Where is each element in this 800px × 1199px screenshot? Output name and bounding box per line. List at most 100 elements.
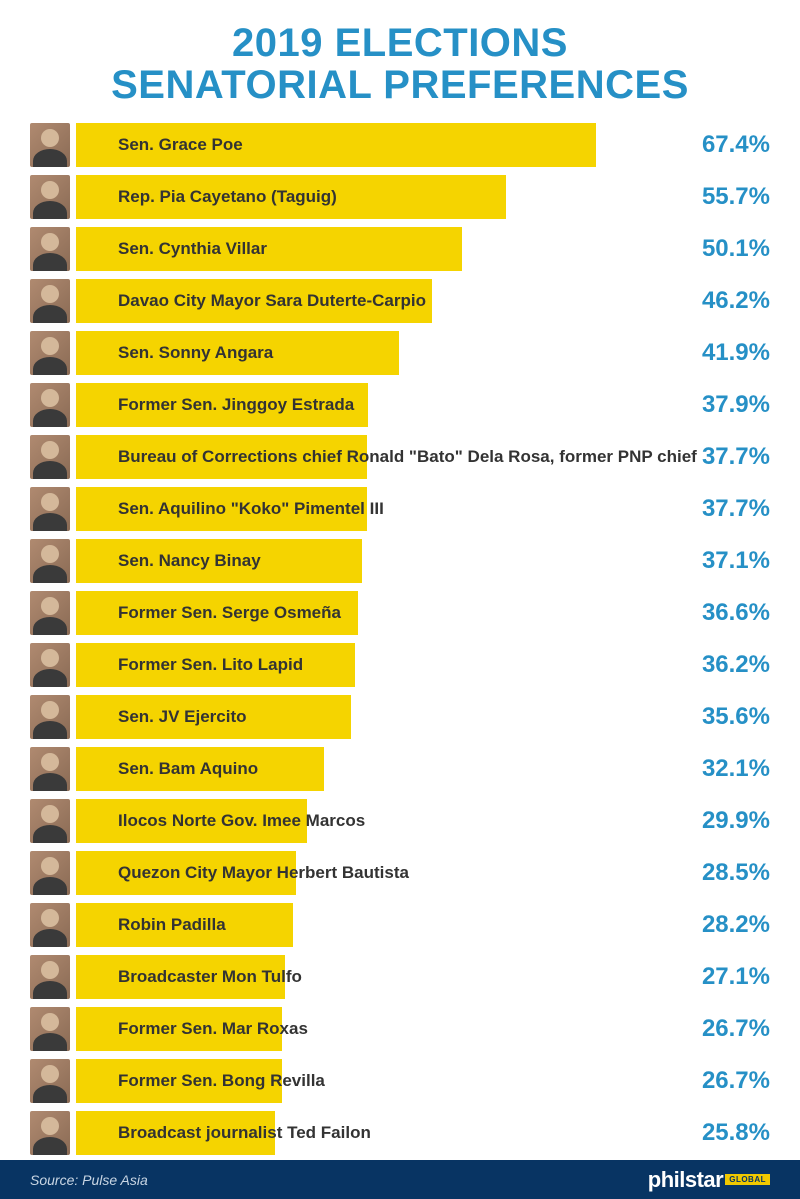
pct-value: 46.2% [702,287,770,315]
candidate-name: Sen. Nancy Binay [76,551,261,571]
bar-row: Robin Padilla 28.2% [30,900,770,949]
candidate-name: Sen. Sonny Angara [76,343,273,363]
candidate-avatar [30,955,70,999]
bar-area: Sen. Grace Poe 67.4% [76,123,770,167]
bar-row: Sen. Bam Aquino 32.1% [30,744,770,793]
candidate-name: Former Sen. Bong Revilla [76,1071,325,1091]
candidate-name: Sen. Aquilino "Koko" Pimentel III [76,499,384,519]
bar-area: Broadcast journalist Ted Failon 25.8% [76,1111,770,1155]
bar-area: Ilocos Norte Gov. Imee Marcos29.9% [76,799,770,843]
candidate-avatar [30,1007,70,1051]
bar-area: Sen. JV Ejercito 35.6% [76,695,770,739]
pct-value: 37.1% [702,547,770,575]
pct-value: 28.5% [702,859,770,887]
bar-area: Sen. Nancy Binay 37.1% [76,539,770,583]
bar-row: Sen. Sonny Angara 41.9% [30,328,770,377]
candidate-avatar [30,695,70,739]
footer: Source: Pulse Asia philstar GLOBAL [0,1160,800,1199]
bar-row: Sen. Grace Poe 67.4% [30,120,770,169]
bar-area: Bureau of Corrections chief Ronald "Bato… [76,435,770,479]
candidate-name: Sen. Grace Poe [76,135,243,155]
bar-area: Former Sen. Bong Revilla 26.7% [76,1059,770,1103]
bar-row: Former Sen. Lito Lapid 36.2% [30,640,770,689]
candidate-name: Sen. Cynthia Villar [76,239,267,259]
pct-value: 35.6% [702,703,770,731]
bar-area: Sen. Aquilino "Koko" Pimentel III 37.7% [76,487,770,531]
chart-title: 2019 ELECTIONSSENATORIAL PREFERENCES [0,0,800,120]
candidate-avatar [30,331,70,375]
pct-value: 25.8% [702,1119,770,1147]
pct-value: 29.9% [702,807,770,835]
bar-area: Davao City Mayor Sara Duterte-Carpio 46.2… [76,279,770,323]
bar-row: Former Sen. Serge Osmeña 36.6% [30,588,770,637]
pct-value: 28.2% [702,911,770,939]
pct-value: 41.9% [702,339,770,367]
candidate-name: Broadcaster Mon Tulfo [76,967,302,987]
candidate-name: Former Sen. Mar Roxas [76,1019,308,1039]
pct-value: 26.7% [702,1067,770,1095]
bar-area: Rep. Pia Cayetano (Taguig)55.7% [76,175,770,219]
bar-row: Sen. Cynthia Villar 50.1% [30,224,770,273]
bar-area: Quezon City Mayor Herbert Bautista 28.5% [76,851,770,895]
candidate-name: Former Sen. Serge Osmeña [76,603,341,623]
candidate-avatar [30,279,70,323]
candidate-avatar [30,539,70,583]
pct-value: 67.4% [702,131,770,159]
pct-value: 36.6% [702,599,770,627]
pct-value: 37.7% [702,443,770,471]
candidate-avatar [30,487,70,531]
candidate-name: Rep. Pia Cayetano (Taguig) [76,187,337,207]
bar-row: Former Sen. Mar Roxas 26.7% [30,1004,770,1053]
candidate-avatar [30,643,70,687]
candidate-avatar [30,435,70,479]
candidate-avatar [30,903,70,947]
bar-row: Broadcaster Mon Tulfo27.1% [30,952,770,1001]
pct-value: 37.7% [702,495,770,523]
candidate-avatar [30,123,70,167]
bar-row: Rep. Pia Cayetano (Taguig)55.7% [30,172,770,221]
infographic-container: 2019 ELECTIONSSENATORIAL PREFERENCES Sen… [0,0,800,1199]
bar-row: Ilocos Norte Gov. Imee Marcos29.9% [30,796,770,845]
bar-chart-rows: Sen. Grace Poe 67.4% Rep. Pia Cayetano (Ta… [0,120,800,1160]
candidate-avatar [30,383,70,427]
candidate-name: Broadcast journalist Ted Failon [76,1123,371,1143]
candidate-avatar [30,175,70,219]
candidate-name: Davao City Mayor Sara Duterte-Carpio [76,291,426,311]
candidate-name: Sen. Bam Aquino [76,759,258,779]
pct-value: 36.2% [702,651,770,679]
candidate-name: Bureau of Corrections chief Ronald "Bato… [76,447,697,467]
candidate-avatar [30,227,70,271]
bar-area: Former Sen. Jinggoy Estrada 37.9% [76,383,770,427]
bar-row: Davao City Mayor Sara Duterte-Carpio 46.2… [30,276,770,325]
bar-area: Sen. Sonny Angara 41.9% [76,331,770,375]
pct-value: 32.1% [702,755,770,783]
candidate-name: Former Sen. Lito Lapid [76,655,303,675]
bar-row: Former Sen. Bong Revilla 26.7% [30,1056,770,1105]
candidate-name: Robin Padilla [76,915,226,935]
bar-row: Quezon City Mayor Herbert Bautista 28.5% [30,848,770,897]
bar-row: Sen. JV Ejercito 35.6% [30,692,770,741]
bar-area: Sen. Cynthia Villar 50.1% [76,227,770,271]
source-text: Source: Pulse Asia [30,1172,148,1188]
candidate-avatar [30,851,70,895]
bar-row: Former Sen. Jinggoy Estrada 37.9% [30,380,770,429]
candidate-name: Former Sen. Jinggoy Estrada [76,395,354,415]
bar-row: Sen. Nancy Binay 37.1% [30,536,770,585]
pct-value: 26.7% [702,1015,770,1043]
candidate-avatar [30,1059,70,1103]
pct-value: 50.1% [702,235,770,263]
bar-area: Former Sen. Lito Lapid 36.2% [76,643,770,687]
candidate-name: Quezon City Mayor Herbert Bautista [76,863,409,883]
bar-area: Former Sen. Mar Roxas 26.7% [76,1007,770,1051]
candidate-avatar [30,747,70,791]
pct-value: 37.9% [702,391,770,419]
bar-area: Robin Padilla 28.2% [76,903,770,947]
bar-area: Sen. Bam Aquino 32.1% [76,747,770,791]
bar-area: Former Sen. Serge Osmeña 36.6% [76,591,770,635]
logo-main: philstar [648,1167,723,1193]
bar-row: Broadcast journalist Ted Failon 25.8% [30,1108,770,1157]
candidate-avatar [30,591,70,635]
candidate-name: Sen. JV Ejercito [76,707,247,727]
bar-area: Broadcaster Mon Tulfo27.1% [76,955,770,999]
candidate-avatar [30,1111,70,1155]
